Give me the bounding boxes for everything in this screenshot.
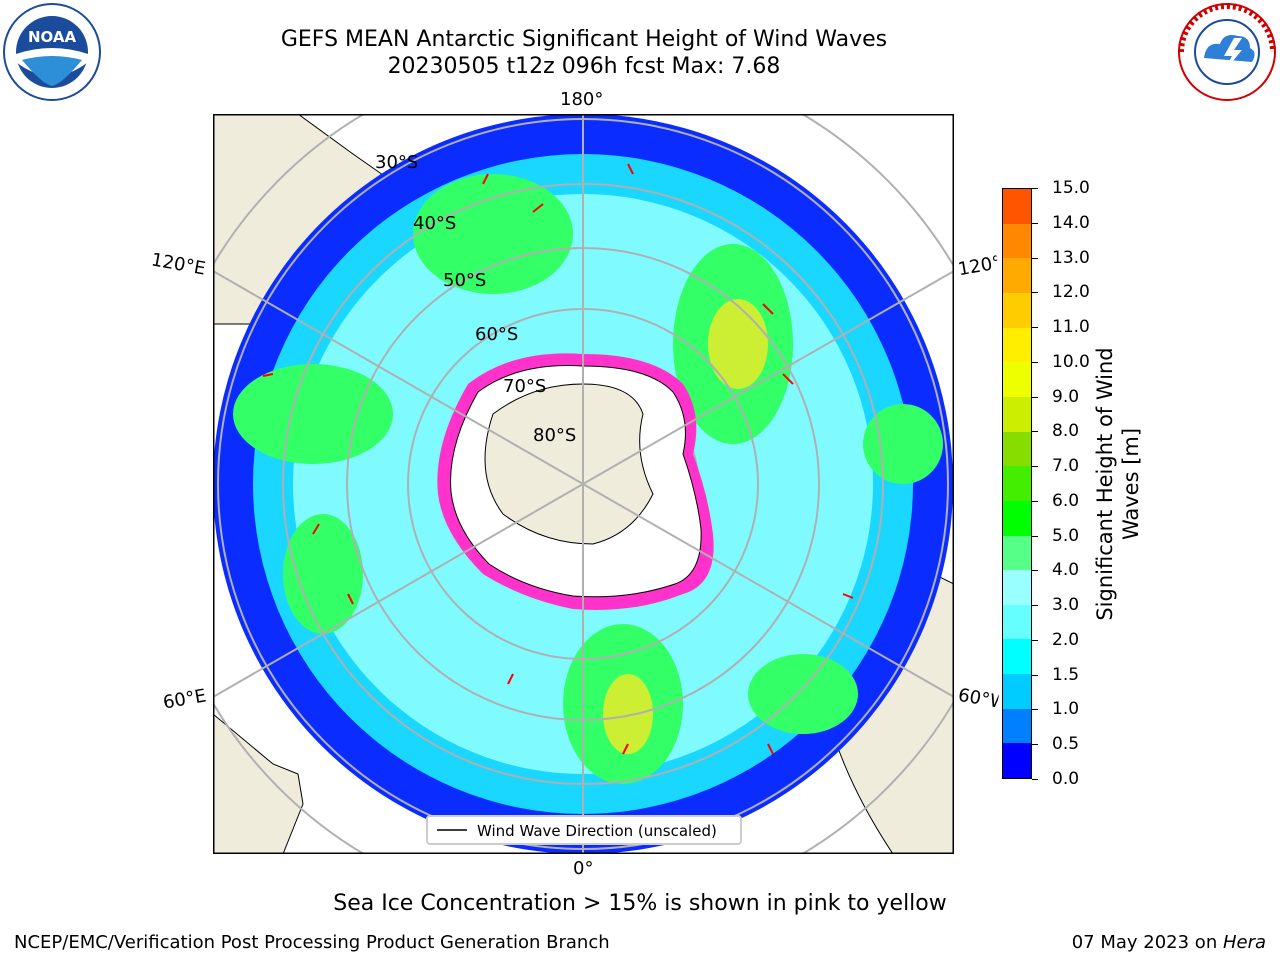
- colorbar-segment: [1003, 708, 1031, 744]
- colorbar-tick-label: 9.0: [1052, 386, 1080, 407]
- colorbar-tick: [1032, 327, 1038, 329]
- colorbar-segment: [1003, 189, 1031, 224]
- colorbar-tick-label: 15.0: [1052, 178, 1090, 198]
- colorbar-tick-label: 7.0: [1052, 456, 1080, 477]
- colorbar-tick-label: 8.0: [1052, 421, 1080, 442]
- colorbar-tick-label: 14.0: [1052, 212, 1090, 233]
- colorbar-tick: [1032, 431, 1038, 433]
- colorbar-tick-label: 1.5: [1052, 664, 1080, 685]
- colorbar-tick: [1032, 188, 1038, 189]
- colorbar-tick-label: 2.0: [1052, 629, 1080, 650]
- colorbar-tick: [1032, 257, 1038, 259]
- colorbar-segment: [1003, 570, 1031, 605]
- colorbar-segment: [1003, 639, 1031, 675]
- colorbar-tick-label: 6.0: [1052, 490, 1080, 511]
- colorbar-tick-label: 4.0: [1052, 560, 1080, 581]
- longitude-grid: [213, 114, 954, 854]
- colorbar-tick-label: 12.0: [1052, 282, 1090, 303]
- colorbar-segment: [1003, 466, 1031, 501]
- colorbar-tick: [1032, 605, 1038, 607]
- lat-label: 80°S: [533, 425, 576, 446]
- lat-label: 50°S: [443, 270, 486, 291]
- colorbar-tick-label: 1.0: [1052, 699, 1080, 720]
- antarctica: [437, 353, 714, 610]
- colorbar-segment: [1003, 535, 1031, 571]
- colorbar-tick: [1032, 674, 1038, 676]
- colorbar-segment: [1003, 431, 1031, 467]
- legend-label: Wind Wave Direction (unscaled): [477, 822, 717, 840]
- sea-ice-note: Sea Ice Concentration > 15% is shown in …: [333, 891, 947, 916]
- map-title: GEFS MEAN Antarctic Significant Height o…: [280, 27, 888, 52]
- date-text: 07 May 2023 on Hera: [1071, 932, 1266, 953]
- colorbar-tick: [1032, 361, 1038, 363]
- polar-map: Wind Wave Direction (unscaled) 30°S 40°S…: [213, 114, 954, 854]
- colorbar-segment: [1003, 362, 1031, 397]
- colorbar-tick: [1032, 396, 1038, 398]
- lat-label: 40°S: [413, 213, 456, 234]
- lat-label: 70°S: [503, 376, 546, 397]
- colorbar-segment: [1003, 743, 1031, 778]
- credit-text: NCEP/EMC/Verification Post Processing Pr…: [14, 932, 610, 953]
- colorbar-tick-label: 13.0: [1052, 247, 1090, 268]
- colorbar-tick-label: 0.5: [1052, 734, 1080, 755]
- colorbar-segment: [1003, 223, 1031, 259]
- lon-label-120e: 120°E: [149, 249, 208, 280]
- lat-label: 60°S: [475, 324, 518, 345]
- colorbar-tick-label: 0.0: [1052, 769, 1080, 789]
- lon-label-180: 180°: [560, 89, 604, 110]
- colorbar-tick: [1032, 500, 1038, 502]
- lon-label-60w: 60°W: [956, 684, 1000, 713]
- noaa-logo: NOAA: [3, 3, 101, 101]
- lon-label-60e: 60°E: [161, 685, 208, 714]
- colorbar-label: Significant Height of Wind Waves [m]: [1093, 347, 1143, 621]
- colorbar: [1002, 188, 1032, 779]
- colorbar-segment: [1003, 674, 1031, 709]
- svg-text:NOAA: NOAA: [28, 28, 77, 46]
- lon-label-0: 0°: [573, 858, 594, 879]
- colorbar-segment: [1003, 258, 1031, 294]
- colorbar-tick: [1032, 779, 1038, 780]
- colorbar-segment: [1003, 396, 1031, 432]
- colorbar-tick-label: 11.0: [1052, 317, 1090, 338]
- colorbar-tick: [1032, 639, 1038, 641]
- colorbar-tick: [1032, 709, 1038, 711]
- colorbar-tick: [1032, 744, 1038, 746]
- colorbar-tick-label: 3.0: [1052, 595, 1080, 616]
- lon-label-120w: 120°W: [956, 252, 1000, 281]
- map-legend: Wind Wave Direction (unscaled): [426, 815, 742, 845]
- wind-arrows: [262, 163, 854, 755]
- colorbar-segment: [1003, 500, 1031, 536]
- colorbar-segment: [1003, 293, 1031, 328]
- colorbar-tick: [1032, 535, 1038, 537]
- colorbar-tick: [1032, 222, 1038, 224]
- lat-label: 30°S: [375, 152, 418, 173]
- nws-logo: [1178, 3, 1276, 101]
- colorbar-segment: [1003, 327, 1031, 363]
- colorbar-segment: [1003, 604, 1031, 640]
- map-subtitle: 20230505 t12z 096h fcst Max: 7.68: [387, 54, 781, 79]
- colorbar-tick-label: 5.0: [1052, 525, 1080, 546]
- colorbar-tick: [1032, 570, 1038, 572]
- colorbar-tick-label: 10.0: [1052, 351, 1090, 372]
- colorbar-tick: [1032, 292, 1038, 294]
- colorbar-tick: [1032, 466, 1038, 468]
